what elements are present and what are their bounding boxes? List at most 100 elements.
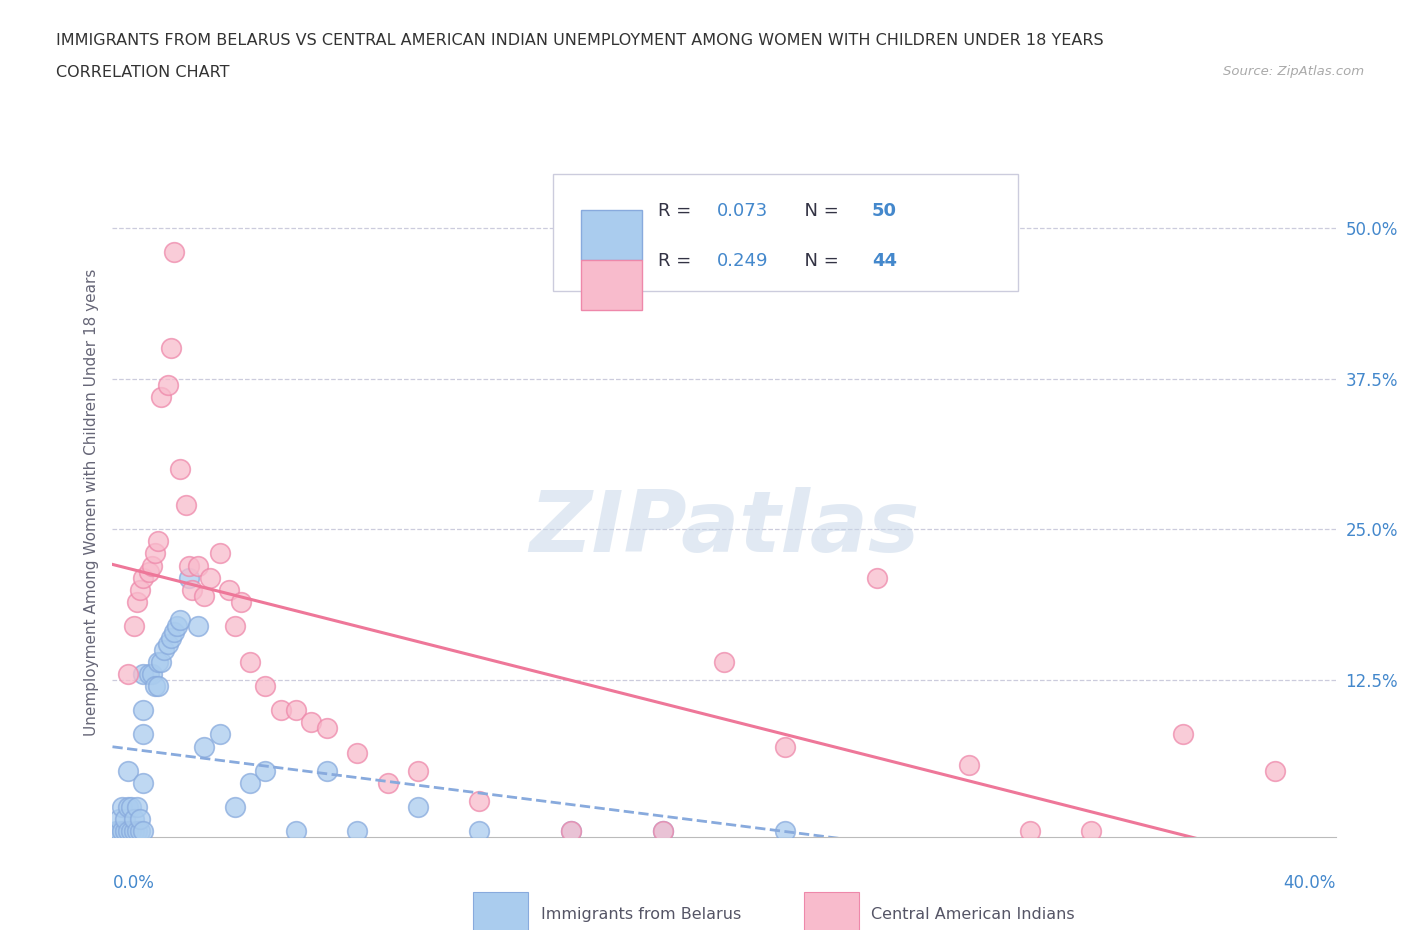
Point [270,703,292,718]
Point [177,570,200,585]
Point [239,776,262,790]
Point [284,703,308,718]
Point [177,558,200,573]
FancyBboxPatch shape [581,209,643,259]
Point [122,618,145,633]
FancyBboxPatch shape [804,892,859,930]
Point [224,800,246,815]
Point [129,812,152,827]
Point [408,800,430,815]
Point [156,636,179,651]
Point [132,570,155,585]
FancyBboxPatch shape [553,174,1018,291]
Point [132,776,155,790]
Point [132,667,155,682]
Point [560,824,582,839]
Point [150,655,173,670]
Point [138,565,160,579]
Text: Central American Indians: Central American Indians [870,907,1074,922]
Point [254,764,277,778]
Point [229,594,252,609]
Point [156,378,179,392]
Point [111,800,134,815]
Point [141,558,163,573]
Point [143,679,166,694]
Text: N =: N = [793,202,844,219]
Point [114,824,136,839]
Point [254,679,277,694]
Point [315,764,337,778]
Point [866,570,889,585]
Point [775,739,797,754]
Text: 50: 50 [872,202,897,219]
Text: IMMIGRANTS FROM BELARUS VS CENTRAL AMERICAN INDIAN UNEMPLOYMENT AMONG WOMEN WITH: IMMIGRANTS FROM BELARUS VS CENTRAL AMERI… [56,33,1104,47]
Text: 0.249: 0.249 [717,252,768,270]
Point [132,824,155,839]
Text: R =: R = [658,252,697,270]
Point [148,655,170,670]
Point [315,721,337,736]
Y-axis label: Unemployment Among Women with Children Under 18 years: Unemployment Among Women with Children U… [83,269,98,736]
Point [713,655,735,670]
Point [1018,824,1040,839]
Point [1171,727,1194,742]
Point [159,341,181,356]
Point [138,667,160,682]
Point [218,582,240,597]
Point [208,546,231,561]
Point [166,618,188,633]
Point [193,739,215,754]
FancyBboxPatch shape [581,259,643,310]
Point [1080,824,1102,839]
Point [104,824,127,839]
Point [346,745,368,760]
Point [107,824,129,839]
Point [153,643,176,658]
Point [299,715,322,730]
Point [163,245,186,259]
Text: CORRELATION CHART: CORRELATION CHART [56,65,229,80]
Point [117,764,139,778]
Point [148,679,170,694]
Point [200,570,222,585]
Point [174,498,197,512]
Text: ZIPatlas: ZIPatlas [529,487,920,570]
Point [224,618,246,633]
Text: N =: N = [793,252,844,270]
Point [111,824,134,839]
Text: 40.0%: 40.0% [1284,874,1336,892]
Point [132,727,155,742]
Point [117,800,139,815]
Point [117,667,139,682]
Point [129,582,152,597]
Point [187,618,209,633]
Text: Source: ZipAtlas.com: Source: ZipAtlas.com [1223,65,1364,78]
FancyBboxPatch shape [474,892,529,930]
Point [181,582,204,597]
Point [107,812,129,827]
Point [239,655,262,670]
Point [468,793,491,808]
Point [125,800,148,815]
Point [957,757,980,772]
Point [129,824,152,839]
Text: Immigrants from Belarus: Immigrants from Belarus [540,907,741,922]
Point [163,624,186,639]
Point [346,824,368,839]
Point [148,534,170,549]
Point [132,703,155,718]
Point [468,824,491,839]
Point [284,824,308,839]
Point [652,824,675,839]
Point [150,389,173,404]
Point [117,824,139,839]
Point [169,612,191,627]
Point [120,824,142,839]
Point [187,558,209,573]
Point [114,812,136,827]
Point [125,594,148,609]
Point [169,461,191,476]
Text: 0.0%: 0.0% [112,874,155,892]
Text: 44: 44 [872,252,897,270]
Point [652,824,675,839]
